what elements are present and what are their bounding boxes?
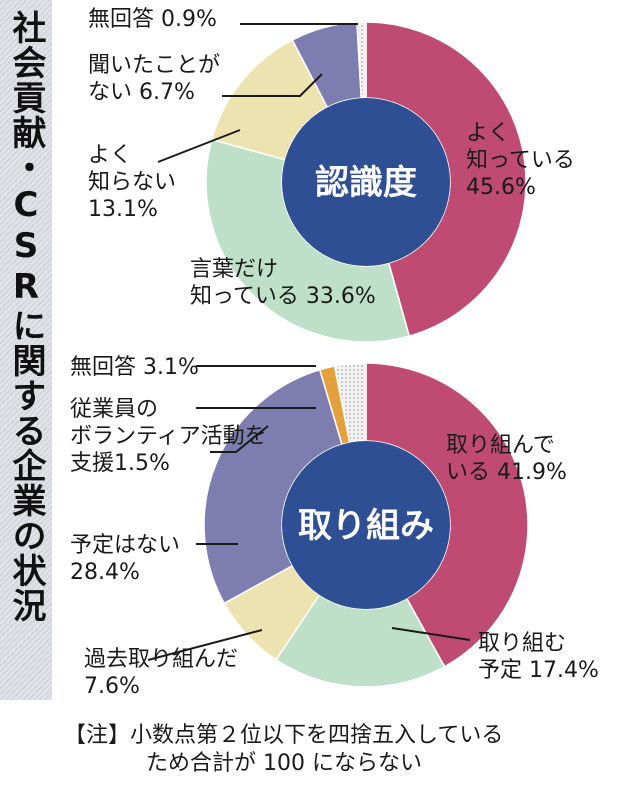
label-never-heard-l1: 聞いたことが [88,53,221,78]
leader-line-8 [391,627,471,641]
label-not-know-l1: よく [88,143,133,168]
label-never-heard-l2: ない 6.7% [88,80,195,105]
label-past: 過去取り組んだ 7.6% [84,646,238,700]
label-no-answer-2-l1: 無回答 3.1% [70,355,199,380]
leader-line-7 [147,629,263,661]
leader-line-5 [210,425,269,453]
label-doing-l2: いる 41.9% [446,460,567,485]
label-doing-l1: 取り組んで [446,433,555,458]
footnote-line-1: 【注】小数点第２位以下を四捨五入している [64,723,504,748]
center-disc-2 [282,441,450,609]
footnote: 【注】小数点第２位以下を四捨五入している ため合計が 100 にならない [64,722,503,778]
label-no-answer-2: 無回答 3.1% [70,354,199,381]
label-plan: 取り組む 予定 17.4% [478,630,599,684]
leader-line-2 [157,129,241,163]
side-title: 社会貢献・CSRに関する企業の状況 [6,10,46,623]
label-no-plan-l2: 28.4% [70,560,140,585]
label-know-well: よく 知っている 45.6% [466,120,575,201]
label-know-well-l2: 知っている [466,148,575,173]
label-word-only-l1: 言葉だけ [190,257,279,282]
label-know-well-l1: よく [466,121,511,146]
label-volunteer: 従業員の ボランティア活動を 支援1.5% [70,396,267,477]
leader-lines [147,23,471,661]
side-title-band: 社会貢献・CSRに関する企業の状況 [0,0,52,700]
label-word-only-l2: 知っている 33.6% [190,284,376,309]
leader-line-1 [222,73,323,97]
label-plan-l1: 取り組む [478,631,567,656]
label-never-heard: 聞いたことが ない 6.7% [88,52,220,106]
label-no-plan: 予定はない 28.4% [70,532,180,586]
label-not-know-l2: 知らない [88,170,177,195]
slice-2-3 [203,368,343,605]
donut-chart-initiatives: 取り組み [203,362,529,688]
label-no-answer-1-l1: 無回答 0.9% [88,7,217,32]
label-no-plan-l1: 予定はない [70,533,181,558]
label-volunteer-l2: ボランティア活動を [70,424,267,449]
label-no-answer-1: 無回答 0.9% [88,6,217,33]
label-plan-l2: 予定 17.4% [478,658,599,683]
label-volunteer-l1: 従業員の [70,397,159,422]
label-past-l2: 7.6% [84,674,140,699]
center-disc-1 [282,98,450,266]
center-title-1: 認識度 [315,163,417,203]
label-word-only: 言葉だけ 知っている 33.6% [190,256,376,310]
footnote-line-2: ため合計が 100 にならない [146,751,422,776]
label-not-know-l3: 13.1% [88,197,158,222]
label-volunteer-l3: 支援1.5% [70,451,170,476]
donut-chart-recognition: 認識度 [205,21,527,343]
label-know-well-l3: 45.6% [466,175,536,200]
center-title-2: 取り組み [298,506,434,546]
label-not-know: よく 知らない 13.1% [88,142,176,223]
label-past-l1: 過去取り組んだ [84,647,239,672]
label-doing: 取り組んで いる 41.9% [446,432,567,486]
